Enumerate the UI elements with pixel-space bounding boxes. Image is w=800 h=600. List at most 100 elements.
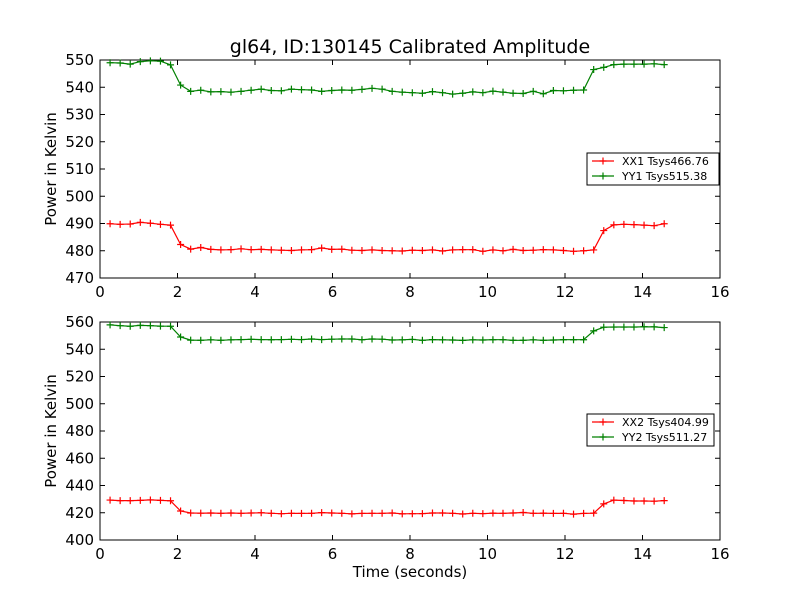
data-point [650, 222, 658, 230]
data-point [126, 220, 134, 228]
data-point [449, 90, 457, 98]
x-tick-label: 0 [95, 283, 105, 301]
legend-box [586, 152, 720, 186]
data-point [519, 336, 527, 344]
data-point [640, 60, 648, 68]
y-tick-label: 540 [65, 78, 94, 96]
data-point [348, 510, 356, 518]
data-point [308, 509, 316, 517]
data-point [439, 509, 447, 517]
chart-title: gl64, ID:130145 Calibrated Amplitude [230, 36, 590, 58]
data-point [298, 246, 305, 254]
data-point [368, 509, 376, 517]
data-point [479, 510, 487, 518]
data-point [207, 88, 215, 96]
data-point [580, 247, 588, 255]
data-point [267, 509, 275, 517]
data-point [277, 336, 285, 344]
data-point [187, 509, 195, 517]
data-point [469, 509, 477, 517]
data-point [610, 61, 618, 69]
data-point [580, 509, 588, 517]
y-tick-label: 500 [65, 187, 94, 205]
data-point [590, 246, 598, 254]
top-panel: 0 2 4 6 8 10 12 14 16 470 480 490 500 510 520 530 540 550… [42, 51, 730, 301]
data-point [237, 509, 245, 517]
data-point [257, 85, 265, 93]
data-point [277, 87, 285, 95]
data-point [650, 60, 658, 68]
x-tick-label: 10 [478, 283, 497, 301]
data-point [247, 86, 255, 94]
data-point [348, 86, 356, 94]
data-point [126, 322, 134, 330]
x-tick-label: 14 [633, 545, 652, 563]
data-point [106, 220, 114, 228]
data-point [227, 509, 235, 517]
data-point [287, 85, 295, 93]
data-point [428, 336, 436, 344]
x-tick-label: 2 [173, 283, 183, 301]
data-point [630, 221, 638, 229]
data-point [146, 57, 154, 65]
data-point [197, 336, 205, 344]
data-point [146, 219, 154, 227]
data-point [156, 220, 164, 228]
data-point [136, 321, 144, 329]
data-point [237, 336, 245, 344]
data-point [287, 335, 295, 343]
data-point [156, 322, 164, 330]
data-point [308, 246, 316, 254]
data-point [660, 324, 668, 332]
x-tick-label: 16 [710, 283, 729, 301]
data-point [388, 87, 396, 95]
data-point [529, 246, 537, 254]
data-point [610, 496, 618, 504]
x-tick-label: 12 [555, 545, 574, 563]
y-tick-label: 400 [65, 531, 94, 549]
data-point [368, 246, 376, 254]
y-tick-label: 460 [65, 449, 94, 467]
data-point [267, 336, 275, 344]
y-tick-label: 520 [65, 368, 94, 386]
x-tick-label: 4 [250, 283, 260, 301]
x-tick-label: 16 [710, 545, 729, 563]
data-point [519, 90, 527, 98]
data-point [539, 336, 547, 344]
data-point [459, 89, 467, 97]
data-point [439, 336, 447, 344]
data-point [590, 509, 598, 517]
data-point [348, 335, 356, 343]
data-point [660, 497, 668, 505]
data-point [177, 507, 185, 515]
data-point [378, 246, 386, 254]
data-point [237, 245, 245, 253]
data-point [499, 247, 507, 255]
data-point [177, 81, 185, 89]
data-point [338, 335, 346, 343]
data-point [459, 336, 467, 344]
data-point [449, 509, 457, 517]
data-point [620, 220, 628, 228]
data-point [308, 335, 316, 343]
data-point [489, 87, 497, 95]
x-tick-label: 6 [328, 283, 338, 301]
data-point [590, 66, 598, 74]
data-point [257, 336, 265, 344]
data-point [167, 221, 175, 229]
data-point [640, 323, 648, 331]
data-point [428, 88, 436, 96]
data-point [610, 221, 618, 229]
data-point [298, 86, 305, 94]
data-point [428, 246, 436, 254]
y-tick-label: 480 [65, 242, 94, 260]
data-point [378, 335, 386, 343]
data-point [146, 322, 154, 330]
data-point [338, 509, 346, 517]
data-point [570, 86, 578, 94]
data-point [479, 336, 487, 344]
y-tick-label: 530 [65, 106, 94, 124]
data-point [630, 323, 638, 331]
data-point [539, 509, 547, 517]
